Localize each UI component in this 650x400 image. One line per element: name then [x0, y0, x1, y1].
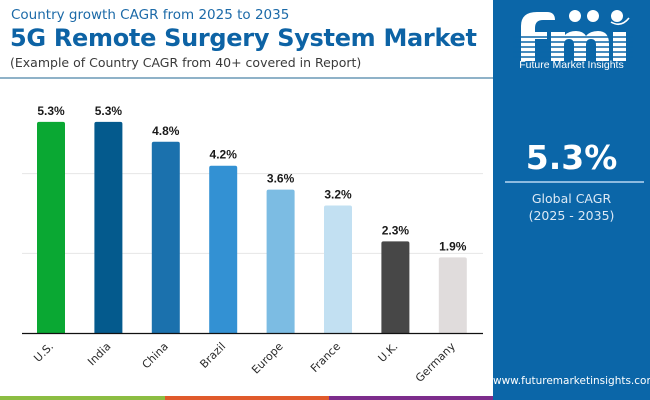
footer-stripe-orange [165, 396, 329, 400]
data-label: 4.8% [152, 124, 180, 138]
bar-europe [266, 189, 295, 333]
data-label: 3.6% [267, 172, 295, 186]
chart-note: (Example of Country CAGR from 40+ covere… [10, 55, 362, 70]
global-cagr-period: (2025 - 2035) [528, 208, 615, 223]
footer-stripe-purple [329, 396, 493, 400]
fmi-logo-icon [513, 10, 633, 61]
bar-germany [438, 257, 467, 333]
x-tick-label: U.S. [31, 340, 56, 365]
x-tick-label: Europe [249, 340, 286, 377]
chart-header: Country growth CAGR from 2025 to 2035 5G… [0, 0, 496, 78]
footer-stripe-green [0, 396, 165, 400]
bar-china [151, 141, 180, 333]
header-divider [0, 77, 493, 79]
global-cagr-value: 5.3% [525, 138, 618, 177]
x-tick-label: Brazil [197, 340, 228, 371]
chart-canvas: 5.3% U.S. 5.3% India 4.8% China 4.2% Brazil 3.6%… [22, 104, 483, 385]
chart-subtitle: Country growth CAGR from 2025 to 2035 [11, 7, 290, 23]
x-tick-label: Germany [413, 340, 458, 385]
data-label: 5.3% [95, 104, 123, 118]
data-label: 3.2% [324, 188, 352, 202]
sidebar-divider [505, 181, 644, 183]
x-tick-label: France [308, 340, 343, 375]
x-tick-label: China [140, 340, 171, 371]
bar-india [94, 121, 123, 333]
data-label: 2.3% [382, 223, 410, 237]
data-label: 4.2% [210, 148, 238, 162]
bar-france [324, 205, 352, 333]
global-cagr-title: Global CAGR [531, 191, 612, 206]
x-tick-label: India [85, 340, 113, 368]
bar-uk [381, 241, 410, 333]
x-tick-label: U.K. [376, 340, 401, 365]
chart-title: 5G Remote Surgery System Market [10, 24, 477, 52]
bar-chart: 5.3% U.S. 5.3% India 4.8% China 4.2% Brazil 3.6%… [0, 80, 493, 390]
bar-us [37, 121, 65, 333]
sidebar-panel: Future Market Insights 5.3% Global CAGR … [493, 0, 650, 400]
global-cagr-label: Global CAGR (2025 - 2035) [493, 190, 650, 224]
data-label: 1.9% [439, 239, 467, 253]
logo-text: Future Market Insights [519, 59, 624, 71]
bar-brazil [209, 165, 238, 333]
data-label: 5.3% [37, 104, 65, 118]
website-link[interactable]: www.futuremarketinsights.com [493, 375, 650, 387]
